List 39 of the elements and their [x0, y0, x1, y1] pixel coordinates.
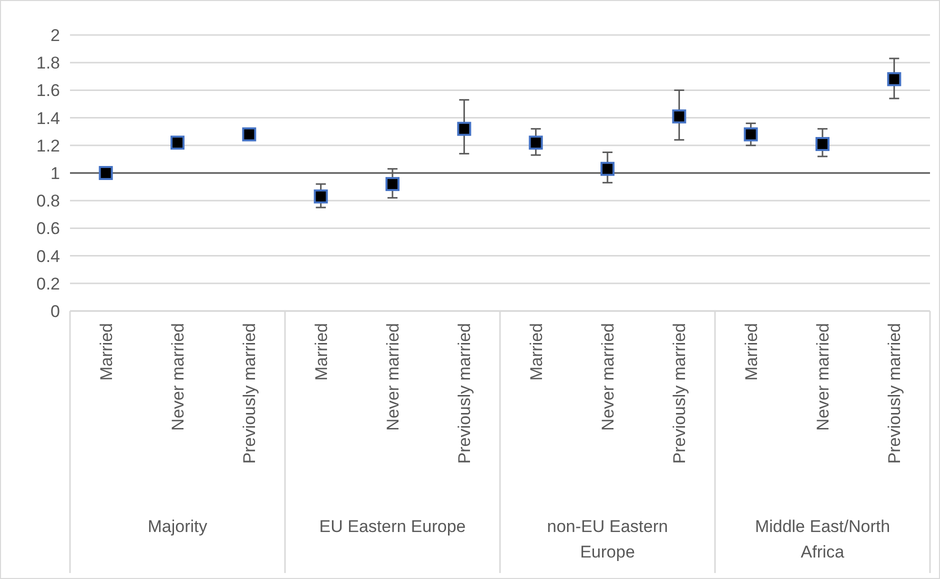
text: EU Eastern Europe [319, 517, 466, 536]
text: Majority [148, 517, 208, 536]
x-tick-label: Never married [813, 323, 832, 431]
x-tick-label: Never married [383, 323, 402, 431]
x-tick-label: Married [96, 323, 116, 381]
x-tick-label: Never married [598, 323, 618, 431]
point [386, 177, 400, 192]
point [672, 109, 686, 124]
point [314, 189, 328, 204]
x-tick-label: Married [526, 323, 546, 381]
point [816, 137, 830, 152]
y-tick-label: 1.2 [36, 136, 60, 156]
point [600, 162, 614, 176]
y-tick-label: 1.4 [36, 108, 60, 128]
point [242, 127, 256, 142]
x-tick-label: Previously married [885, 323, 904, 464]
y-tick-label: 1.8 [36, 54, 60, 73]
point [98, 166, 113, 180]
x-tick-label: Previously married [670, 323, 690, 464]
x-tick-label: Previously married [240, 323, 260, 464]
y-tick-label: 2 [50, 26, 60, 45]
point [887, 72, 902, 86]
y-tick-label: 0.4 [36, 246, 60, 266]
y-tick-label: 0.2 [36, 274, 60, 294]
point [170, 136, 184, 150]
y-tick-label: 0 [50, 302, 60, 321]
y-tick-label: 0.6 [36, 219, 60, 238]
y-tick-label: 1.6 [36, 81, 60, 100]
text: non-EU Eastern Europe [547, 517, 668, 562]
text: Middle East/North Africa [754, 517, 890, 562]
point [457, 122, 472, 136]
x-tick-label: Married [742, 323, 761, 381]
y-tick-label: 0.8 [36, 192, 60, 211]
x-tick-label: Married [312, 323, 331, 381]
x-tick-label: Previously married [455, 323, 474, 464]
y-tick-label: 1 [50, 164, 60, 183]
point [528, 136, 543, 150]
point [744, 127, 758, 142]
x-tick-label: Never married [168, 323, 188, 431]
